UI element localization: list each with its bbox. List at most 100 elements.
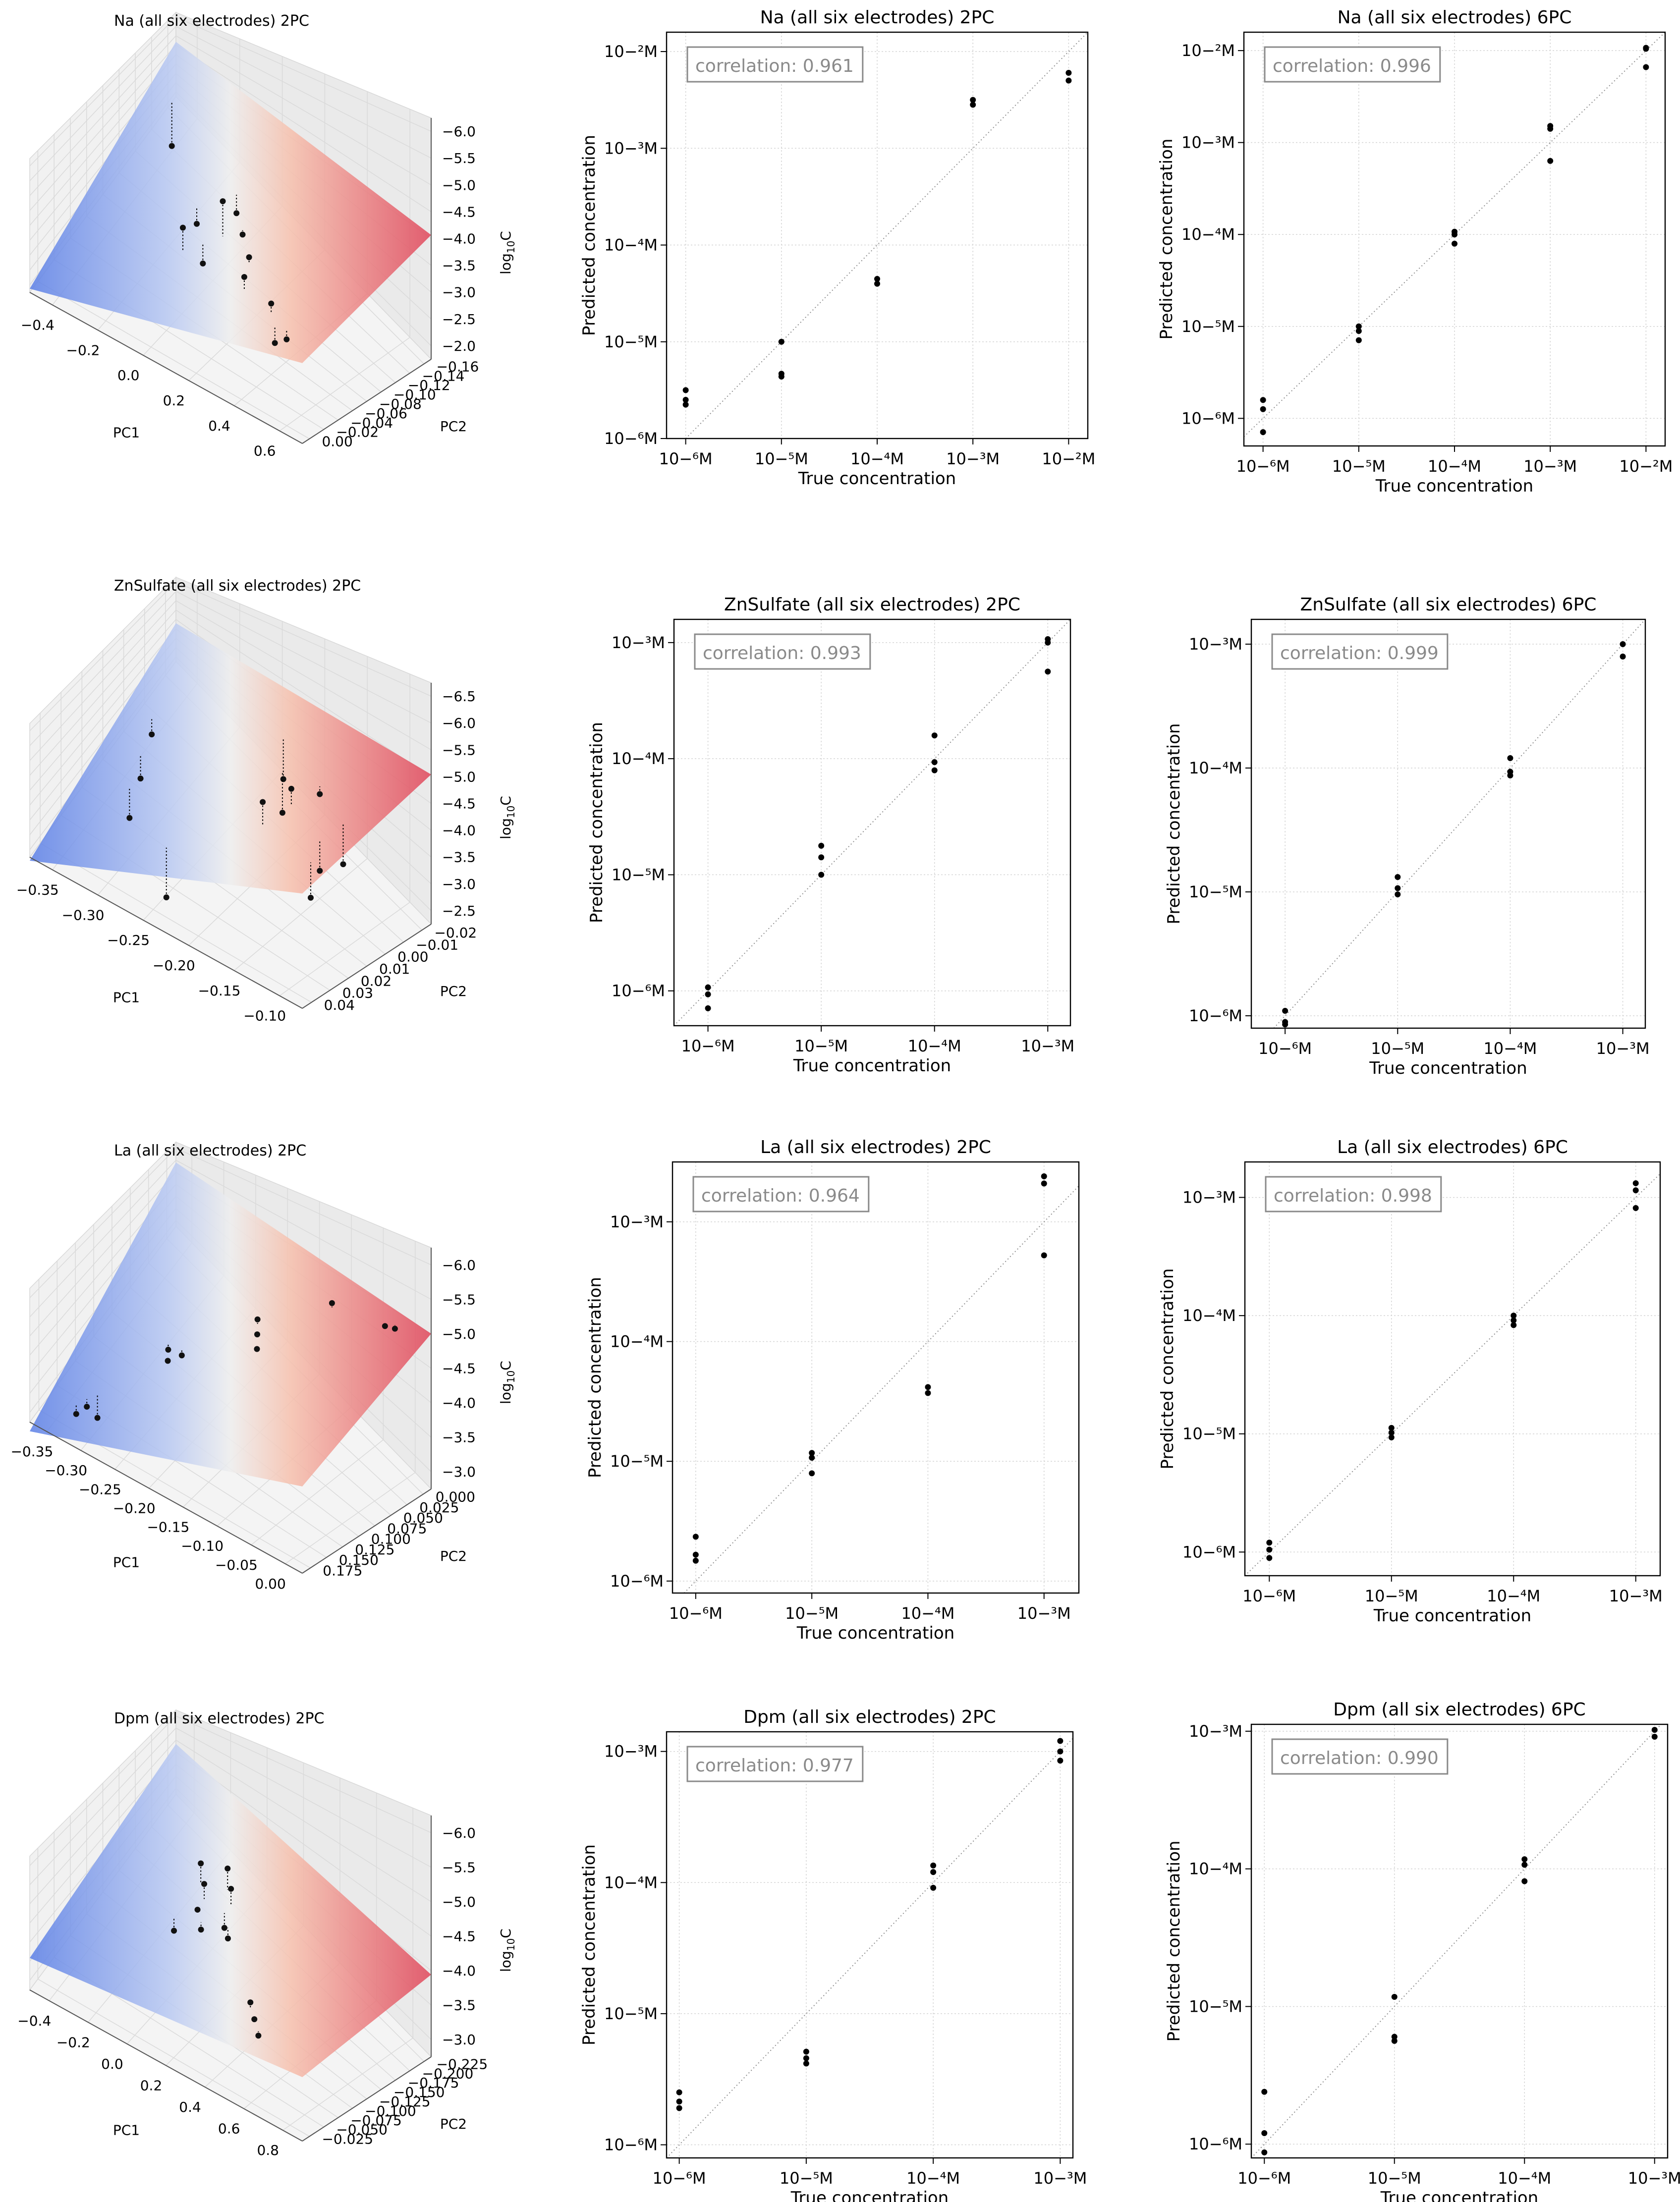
y-axis-line [302, 924, 432, 1009]
data-point [1643, 45, 1649, 51]
data-point [340, 861, 346, 868]
x-tick-label: 10−³M [1523, 457, 1577, 476]
identity-line [1273, 619, 1646, 1029]
y-tick-label: 0.175 [323, 1562, 362, 1579]
z-axis-label: log10C [498, 231, 517, 275]
x-tick-label: 0.8 [257, 2142, 279, 2158]
x-tick-label: −0.35 [16, 881, 59, 898]
data-point [1395, 874, 1401, 880]
y-axis-label: Predicted concentration [587, 722, 607, 923]
y-axis-label: Predicted concentration [1164, 1841, 1184, 2042]
y-tick-label: 0.00 [397, 949, 428, 965]
x-tick-label: 10−³M [1021, 1037, 1074, 1055]
data-point [931, 759, 938, 766]
axes-frame [666, 31, 1089, 440]
data-point [254, 1331, 261, 1337]
y-tick-label: −0.16 [437, 358, 479, 375]
data-point [1391, 2037, 1398, 2044]
data-point [1521, 1878, 1528, 1884]
data-point [818, 872, 825, 878]
x-tick-label: 0.4 [208, 418, 230, 434]
data-point [930, 1884, 937, 1891]
y-tick-label: 10−⁵M [612, 865, 665, 884]
data-point [1395, 891, 1401, 897]
x-tick-label: 10−⁴M [850, 449, 904, 468]
x-tick-label: −0.2 [56, 2034, 90, 2050]
data-point [268, 300, 275, 307]
correlation-annotation: correlation: 0.999 [1280, 643, 1439, 663]
x-tick-label: −0.15 [147, 1519, 189, 1536]
x-axis-label: PC1 [113, 1554, 140, 1571]
data-point [200, 260, 206, 267]
correlation-annotation: correlation: 0.998 [1274, 1186, 1432, 1206]
y-tick-label: 10−³M [604, 139, 658, 158]
y-tick-label: 10−⁵M [604, 332, 658, 351]
z-tick-label: −2.5 [442, 311, 476, 328]
data-point [1260, 429, 1266, 436]
y-tick-label: −0.025 [322, 2131, 373, 2147]
data-point [329, 1300, 335, 1306]
x-axis-label: True concentration [1369, 1058, 1527, 1078]
z-tick-label: −4.5 [442, 796, 476, 812]
z-label-sub: 10 [505, 806, 517, 818]
z-tick-label: −3.0 [442, 2032, 476, 2048]
x-tick-label: 10−³M [1628, 2169, 1680, 2188]
data-point [171, 1927, 177, 1934]
zn-3d-panel: −0.35−0.30−0.25−0.20−0.15−0.100.040.030.… [16, 576, 517, 1024]
data-point [254, 1346, 260, 1352]
data-point [163, 894, 169, 901]
x-tick-label: 10−⁵M [1365, 1587, 1418, 1605]
y-tick-label: −0.175 [408, 2075, 459, 2091]
y-tick-label: 10−⁶M [1189, 2135, 1242, 2153]
data-point [149, 731, 155, 738]
regression-plane [30, 1744, 431, 2077]
data-point [676, 2098, 682, 2105]
data-point [676, 2089, 682, 2095]
y-tick-label: 10−⁴M [1189, 1860, 1242, 1878]
x-tick-label: −0.25 [107, 932, 150, 948]
y-tick-label: −0.075 [350, 2112, 402, 2129]
data-point [288, 785, 294, 792]
data-point [1261, 2149, 1268, 2155]
y-tick-label: −0.225 [437, 2056, 488, 2072]
data-point [705, 984, 711, 991]
z-tick-label: −3.5 [442, 258, 476, 274]
z-tick-label: −6.0 [442, 1257, 476, 1273]
data-point [1041, 1252, 1047, 1259]
y-tick-label: 10−⁵M [1189, 882, 1242, 901]
dpm-3d-panel: −0.4 −0.2 0.0 0.2 0.4 0.6 0.8 −0.025−0.050−0.07… [17, 1709, 517, 2158]
chart-title: Na (all six electrodes) 6PC [1338, 7, 1572, 28]
z-tick-label: −4.0 [442, 231, 476, 247]
data-point [283, 336, 290, 342]
data-point [1521, 1856, 1528, 1863]
floor-gridline [251, 1439, 384, 1545]
identity-line [683, 1185, 1079, 1594]
x-axis-label: True concentration [796, 1623, 955, 1643]
data-point [255, 2033, 262, 2039]
z-tick-label: −3.5 [442, 1430, 476, 1446]
data-point [1057, 1738, 1064, 1744]
z-tick-label: −4.0 [442, 1963, 476, 1979]
y-tick-label: 0.02 [361, 973, 392, 989]
data-point [1261, 2130, 1268, 2136]
wall-gridline [29, 35, 432, 196]
data-point [809, 1454, 815, 1461]
y-tick-label: 0.125 [355, 1541, 394, 1558]
x-tick-label: 10−⁵M [780, 2169, 833, 2188]
z-axis-label: log10C [498, 796, 517, 839]
z-label-var: C [498, 1361, 514, 1371]
data-point [1041, 1173, 1047, 1179]
y-tick-label: 10−⁵M [610, 1452, 664, 1471]
data-point [1065, 70, 1072, 76]
y-tick-label: 10−⁵M [604, 2004, 658, 2023]
y-tick-label: 10−⁴M [604, 236, 658, 255]
z-label-sub: 10 [505, 241, 517, 253]
data-point [818, 842, 825, 849]
data-point [94, 1415, 101, 1421]
data-point [818, 854, 825, 861]
floor-gridline [38, 281, 310, 440]
y-tick-label: 10−⁴M [604, 1873, 658, 1892]
data-point [224, 1935, 231, 1942]
y-tick-label: −0.06 [365, 405, 407, 422]
